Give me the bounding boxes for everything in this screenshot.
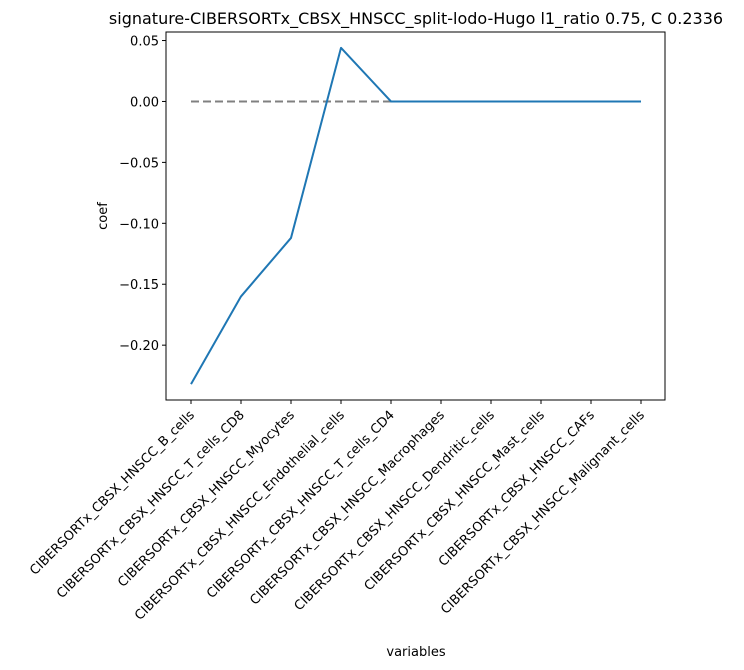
plot-area-frame [165, 31, 666, 401]
y-axis-label: coef [96, 202, 111, 230]
y-tick-label: 0.00 [130, 95, 159, 110]
y-tick-label: 0.05 [130, 35, 159, 50]
x-tick-label: CIBERSORTx_CBSX_HNSCC_Myocytes [115, 408, 298, 591]
x-tick-label: CIBERSORTx_CBSX_HNSCC_Mast_cells [362, 408, 548, 594]
y-tick-label: −0.20 [119, 339, 159, 354]
y-tick-label: −0.05 [119, 156, 159, 171]
x-tick-label: CIBERSORTx_CBSX_HNSCC_T_cells_CD4 [204, 408, 398, 602]
chart-title: signature-CIBERSORTx_CBSX_HNSCC_split-lo… [109, 9, 723, 29]
y-tick-label: −0.10 [119, 217, 159, 232]
x-tick-label: CIBERSORTx_CBSX_HNSCC_T_cells_CD8 [54, 408, 248, 602]
y-tick-label: −0.15 [119, 278, 159, 293]
x-axis-label: variables [386, 645, 445, 660]
coef-series-line [190, 46, 641, 385]
